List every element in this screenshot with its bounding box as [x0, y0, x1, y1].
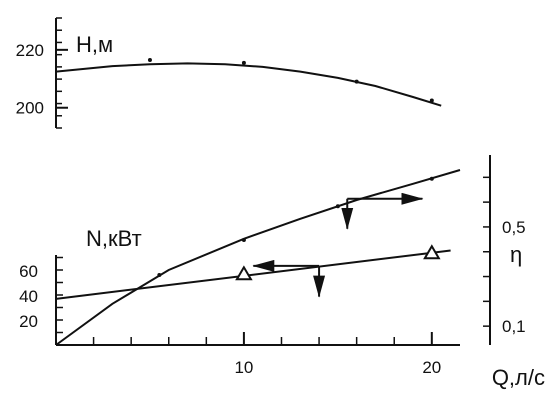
upper-y-tick-label: 200 — [16, 99, 44, 118]
lower-y-tick-label: 40 — [19, 287, 38, 306]
head-curve — [55, 62, 442, 107]
upper-y-axis-label: H,м — [76, 32, 113, 57]
efficiency-triangle-marker — [423, 244, 441, 260]
power-curve — [55, 169, 461, 346]
upper-y-tick-label: 220 — [16, 41, 44, 60]
head-data-point — [241, 60, 246, 65]
power-data-point — [335, 204, 340, 209]
lower-y-tick-label: 60 — [19, 262, 38, 281]
power-data-point — [429, 176, 434, 181]
right-y-tick-label: 0,1 — [502, 317, 526, 336]
right-y-axis-label: η — [510, 242, 522, 267]
head-data-point — [354, 79, 359, 84]
lower-y-axis-label: N,кВт — [86, 226, 142, 251]
right-y-tick-label: 0,5 — [502, 218, 526, 237]
efficiency-triangle-marker — [235, 265, 253, 281]
power-data-point — [157, 273, 162, 277]
head-data-point — [429, 98, 434, 103]
x-axis-label: Q,л/с — [492, 365, 545, 390]
efficiency-line — [55, 249, 451, 300]
x-tick-label: 10 — [234, 358, 253, 377]
lower-y-tick-label: 20 — [19, 312, 38, 331]
power-data-point — [241, 238, 246, 242]
head-data-point — [147, 57, 152, 62]
x-tick-label: 20 — [422, 358, 441, 377]
